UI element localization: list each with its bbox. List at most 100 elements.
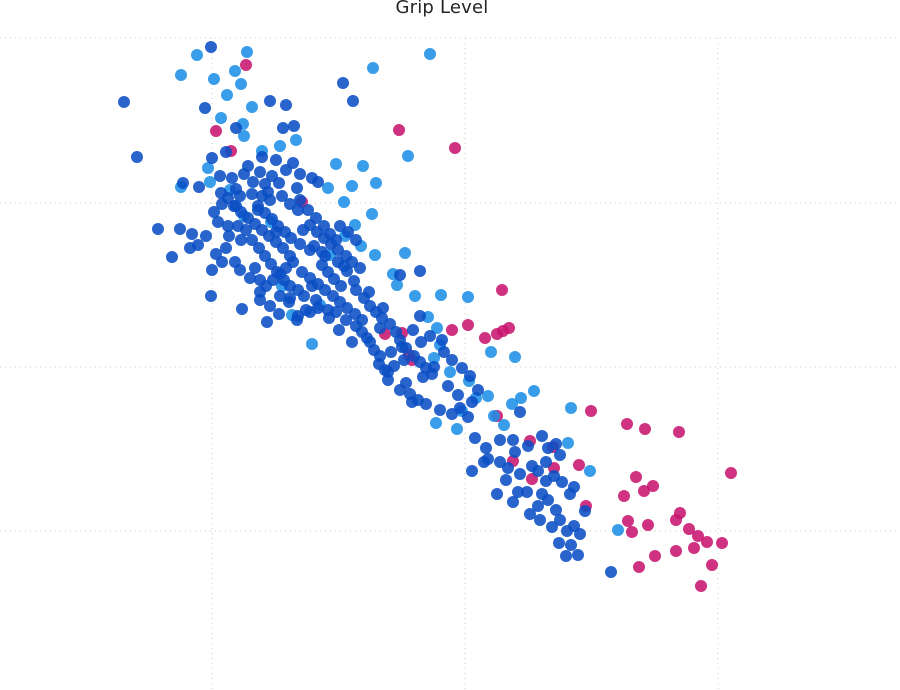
data-point[interactable]: [688, 542, 700, 554]
data-point[interactable]: [284, 292, 296, 304]
data-point[interactable]: [514, 406, 526, 418]
data-point[interactable]: [246, 234, 258, 246]
data-point[interactable]: [256, 190, 268, 202]
data-point[interactable]: [288, 120, 300, 132]
data-point[interactable]: [612, 524, 624, 536]
data-point[interactable]: [430, 417, 442, 429]
data-point[interactable]: [366, 208, 378, 220]
data-point[interactable]: [435, 289, 447, 301]
data-point[interactable]: [605, 566, 617, 578]
data-point[interactable]: [532, 500, 544, 512]
data-point[interactable]: [254, 274, 266, 286]
data-point[interactable]: [638, 485, 650, 497]
data-point[interactable]: [330, 306, 342, 318]
data-point[interactable]: [503, 322, 515, 334]
data-point[interactable]: [261, 316, 273, 328]
data-point[interactable]: [466, 465, 478, 477]
data-point[interactable]: [206, 152, 218, 164]
data-point[interactable]: [446, 354, 458, 366]
data-point[interactable]: [464, 370, 476, 382]
data-point[interactable]: [706, 559, 718, 571]
data-point[interactable]: [254, 294, 266, 306]
data-point[interactable]: [205, 41, 217, 53]
data-point[interactable]: [462, 319, 474, 331]
data-point[interactable]: [166, 251, 178, 263]
data-point[interactable]: [214, 170, 226, 182]
data-point[interactable]: [482, 390, 494, 402]
data-point[interactable]: [226, 172, 238, 184]
data-point[interactable]: [434, 404, 446, 416]
data-point[interactable]: [496, 284, 508, 296]
data-point[interactable]: [357, 160, 369, 172]
data-point[interactable]: [393, 124, 405, 136]
data-point[interactable]: [554, 449, 566, 461]
data-point[interactable]: [542, 494, 554, 506]
data-point[interactable]: [291, 182, 303, 194]
data-point[interactable]: [673, 426, 685, 438]
data-point[interactable]: [414, 310, 426, 322]
data-point[interactable]: [554, 514, 566, 526]
data-point[interactable]: [509, 446, 521, 458]
data-point[interactable]: [491, 488, 503, 500]
data-point[interactable]: [647, 480, 659, 492]
data-point[interactable]: [244, 272, 256, 284]
data-point[interactable]: [399, 247, 411, 259]
data-point[interactable]: [277, 122, 289, 134]
data-point[interactable]: [488, 410, 500, 422]
data-point[interactable]: [335, 280, 347, 292]
data-point[interactable]: [621, 418, 633, 430]
data-point[interactable]: [622, 515, 634, 527]
data-point[interactable]: [394, 269, 406, 281]
data-point[interactable]: [498, 419, 510, 431]
data-point[interactable]: [340, 314, 352, 326]
data-point[interactable]: [118, 96, 130, 108]
data-point[interactable]: [354, 262, 366, 274]
data-point[interactable]: [683, 523, 695, 535]
data-point[interactable]: [540, 456, 552, 468]
data-point[interactable]: [507, 496, 519, 508]
data-point[interactable]: [633, 561, 645, 573]
data-point[interactable]: [246, 188, 258, 200]
data-point[interactable]: [342, 226, 354, 238]
data-point[interactable]: [347, 95, 359, 107]
data-point[interactable]: [725, 467, 737, 479]
data-point[interactable]: [695, 580, 707, 592]
data-point[interactable]: [424, 48, 436, 60]
data-point[interactable]: [449, 142, 461, 154]
data-point[interactable]: [462, 411, 474, 423]
data-point[interactable]: [204, 176, 216, 188]
data-point[interactable]: [274, 140, 286, 152]
data-point[interactable]: [241, 46, 253, 58]
data-point[interactable]: [534, 514, 546, 526]
data-point[interactable]: [409, 290, 421, 302]
data-point[interactable]: [215, 112, 227, 124]
data-point[interactable]: [506, 398, 518, 410]
data-point[interactable]: [550, 438, 562, 450]
data-point[interactable]: [252, 200, 264, 212]
data-point[interactable]: [292, 204, 304, 216]
data-point[interactable]: [264, 300, 276, 312]
data-point[interactable]: [284, 250, 296, 262]
data-point[interactable]: [382, 366, 394, 378]
data-point[interactable]: [438, 346, 450, 358]
data-point[interactable]: [221, 89, 233, 101]
data-point[interactable]: [478, 456, 490, 468]
data-point[interactable]: [312, 302, 324, 314]
data-point[interactable]: [249, 262, 261, 274]
data-point[interactable]: [480, 442, 492, 454]
data-point[interactable]: [585, 405, 597, 417]
data-point[interactable]: [716, 537, 728, 549]
data-point[interactable]: [370, 177, 382, 189]
data-point[interactable]: [254, 166, 266, 178]
data-point[interactable]: [264, 95, 276, 107]
data-point[interactable]: [420, 398, 432, 410]
data-point[interactable]: [502, 462, 514, 474]
data-point[interactable]: [564, 488, 576, 500]
data-point[interactable]: [206, 264, 218, 276]
data-point[interactable]: [350, 234, 362, 246]
data-point[interactable]: [356, 326, 368, 338]
data-point[interactable]: [292, 310, 304, 322]
data-point[interactable]: [274, 290, 286, 302]
data-point[interactable]: [306, 280, 318, 292]
data-point[interactable]: [374, 322, 386, 334]
